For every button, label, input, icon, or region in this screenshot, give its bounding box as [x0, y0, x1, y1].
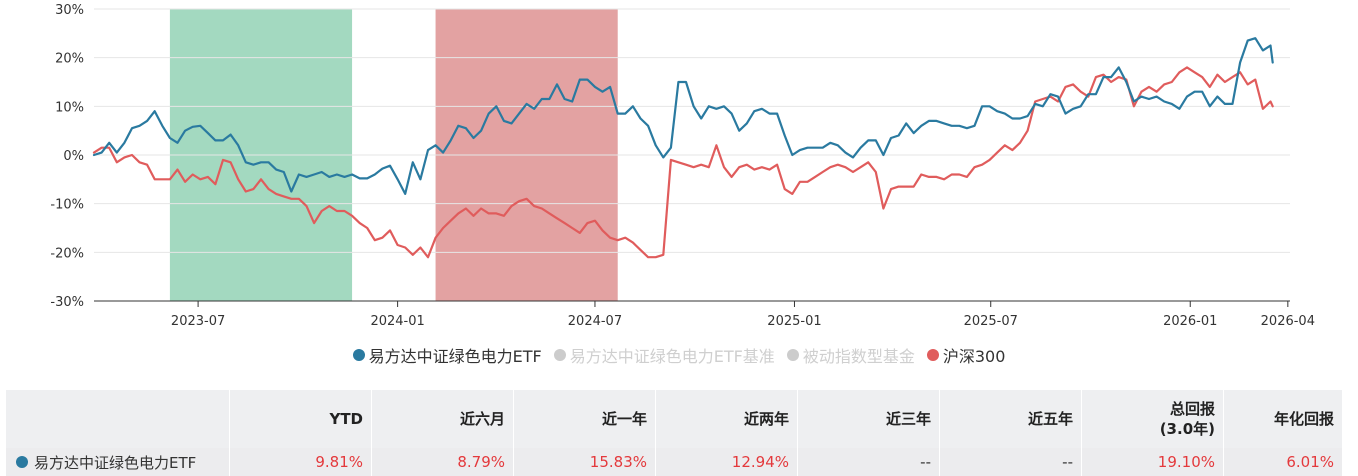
- x-tick-label: 2025-01: [767, 314, 821, 329]
- x-tick-label: 2026-01: [1163, 314, 1217, 329]
- fund-name: 易方达中证绿色电力ETF: [34, 453, 197, 472]
- column-divider: [371, 390, 372, 476]
- x-axis-ticks: 2023-07 2024-01 2024-07 2025-01 2025-07 2026-…: [171, 301, 1315, 329]
- y-tick-label: 0%: [63, 149, 84, 164]
- header-total-return[interactable]: 总回报 (3.0年): [1081, 390, 1223, 448]
- grid-lines: [94, 8, 1290, 302]
- column-divider: [939, 390, 940, 476]
- returns-table: YTD 近六月 近一年 近两年 近三年 近五年 总回报 (3.0年) 年化回报 …: [6, 390, 1342, 476]
- x-tick-label: 2023-07: [171, 314, 225, 329]
- y-tick-label: -30%: [50, 295, 84, 310]
- header-1y[interactable]: 近一年: [601, 410, 647, 428]
- cell-annual-return: 6.01%: [1286, 453, 1334, 471]
- cell-5y: --: [1062, 453, 1073, 471]
- header-total-line1: 总回报: [1169, 400, 1215, 418]
- column-divider: [229, 390, 230, 476]
- legend-dot-icon: [553, 349, 566, 361]
- legend-dot-icon: [926, 349, 939, 361]
- y-tick-label: 30%: [55, 3, 84, 18]
- legend-item-hs300[interactable]: 沪深300: [926, 343, 1006, 367]
- y-tick-label: 20%: [55, 52, 84, 67]
- header-3y[interactable]: 近三年: [885, 410, 931, 428]
- column-divider: [797, 390, 798, 476]
- chart-legend: 易方达中证绿色电力ETF 易方达中证绿色电力ETF基准 被动指数型基金 沪深30…: [0, 342, 1358, 368]
- column-divider: [655, 390, 656, 476]
- fund-dot-icon: [16, 456, 28, 468]
- cell-3y: --: [920, 453, 931, 471]
- cell-ytd: 9.81%: [315, 453, 363, 471]
- legend-label: 沪深300: [942, 347, 1006, 366]
- legend-item-etf[interactable]: 易方达中证绿色电力ETF: [352, 343, 542, 367]
- header-ytd[interactable]: YTD: [329, 410, 363, 428]
- x-tick-label: 2026-04: [1261, 314, 1315, 329]
- y-tick-label: -10%: [50, 198, 84, 213]
- header-total-line2: (3.0年): [1159, 420, 1215, 438]
- cell-1y: 15.83%: [589, 453, 647, 471]
- cell-6m: 8.79%: [457, 453, 505, 471]
- header-5y[interactable]: 近五年: [1027, 410, 1073, 428]
- legend-label: 易方达中证绿色电力ETF基准: [569, 347, 775, 366]
- header-2y[interactable]: 近两年: [743, 410, 789, 428]
- column-divider: [1081, 390, 1082, 476]
- legend-dot-icon: [352, 349, 365, 361]
- legend-dot-icon: [786, 349, 799, 361]
- legend-label: 易方达中证绿色电力ETF: [368, 347, 542, 366]
- performance-chart: -30%-20%-10%0%10%20%30% 2023-07 2024-01 20…: [50, 3, 1315, 329]
- y-tick-label: -20%: [50, 246, 84, 261]
- table-row: 易方达中证绿色电力ETF 9.81% 8.79% 15.83% 12.94% -…: [6, 448, 1342, 476]
- column-divider: [513, 390, 514, 476]
- x-tick-label: 2025-07: [964, 314, 1018, 329]
- fund-name-cell[interactable]: 易方达中证绿色电力ETF: [6, 448, 229, 476]
- cell-2y: 12.94%: [731, 453, 789, 471]
- series-line-etf: [92, 37, 1274, 195]
- column-divider: [1223, 390, 1224, 476]
- series-line-hs300: [92, 66, 1274, 259]
- y-tick-label: 10%: [55, 100, 84, 115]
- table-header-row: YTD 近六月 近一年 近两年 近三年 近五年 总回报 (3.0年) 年化回报: [6, 390, 1342, 448]
- x-tick-label: 2024-01: [370, 314, 424, 329]
- legend-item-benchmark[interactable]: 易方达中证绿色电力ETF基准: [553, 343, 775, 367]
- header-6m[interactable]: 近六月: [459, 410, 505, 428]
- legend-item-passive-fund[interactable]: 被动指数型基金: [786, 343, 915, 367]
- cell-total-return: 19.10%: [1157, 453, 1215, 471]
- header-annual-return[interactable]: 年化回报: [1273, 410, 1334, 428]
- series-lines: [92, 37, 1274, 259]
- x-tick-label: 2024-07: [568, 314, 622, 329]
- legend-label: 被动指数型基金: [802, 347, 915, 366]
- y-axis-ticks: -30% -20% -10% 0% 10% 20% 30%: [50, 3, 84, 310]
